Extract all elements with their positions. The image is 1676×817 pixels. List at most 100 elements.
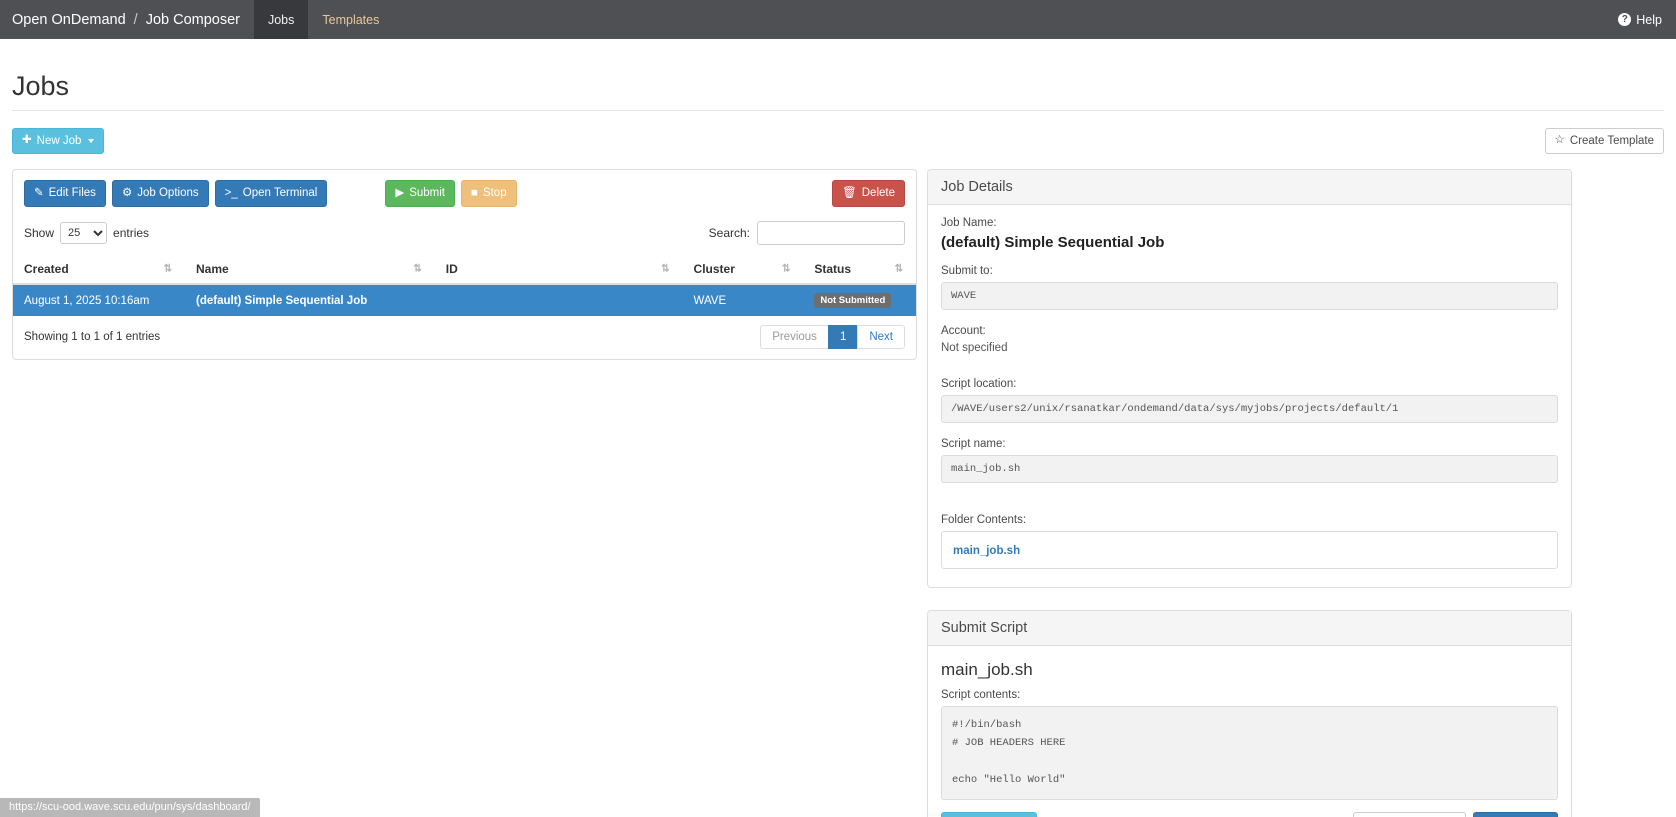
play-icon: ▶ [395, 186, 405, 199]
datatable-footer: Showing 1 to 1 of 1 entries Previous 1 N… [13, 316, 916, 359]
page-length-control: Show 10 25 50 100 entries [24, 221, 149, 244]
jobs-table-header-row: Created ⇅ Name ⇅ ID ⇅ [13, 254, 916, 285]
job-details-panel: Job Details Job Name: (default) Simple S… [927, 169, 1572, 588]
script-file-name: main_job.sh [941, 660, 1033, 679]
browser-status-bar: https://scu-ood.wave.scu.edu/pun/sys/das… [0, 798, 260, 817]
sort-desc-icon: ⇅ [163, 263, 172, 275]
sort-both-icon: ⇅ [781, 263, 790, 275]
navbar-brand[interactable]: Open OnDemand / Job Composer [0, 0, 254, 39]
jobs-table-head: Created ⇅ Name ⇅ ID ⇅ [13, 254, 916, 285]
brand-name: Open OnDemand [12, 11, 126, 28]
script-name-value: main_job.sh [941, 455, 1558, 483]
edit-files-button[interactable]: ✎ Edit Files [24, 180, 106, 207]
column-header-id[interactable]: ID ⇅ [434, 254, 683, 285]
folder-file-link[interactable]: main_job.sh [953, 545, 1021, 557]
page-title: Jobs [12, 71, 1664, 111]
jobs-panel: ✎ Edit Files ⚙ Job Options >_ Open Termi… [12, 169, 917, 361]
open-dir-button[interactable]: 📂 Open Dir [1472, 811, 1558, 817]
pagination-previous[interactable]: Previous [760, 325, 829, 350]
delete-button[interactable]: 🗑 Delete [832, 180, 905, 207]
new-job-label: New Job [36, 134, 82, 147]
submit-script-panel: Submit Script main_job.sh Script content… [927, 610, 1572, 817]
script-location-label: Script location: [941, 378, 1017, 390]
column-label-id: ID [445, 261, 458, 276]
brand-separator: / [133, 11, 138, 28]
tab-templates[interactable]: Templates [322, 12, 380, 27]
job-details-body: Job Name: (default) Simple Sequential Jo… [928, 205, 1571, 587]
table-row[interactable]: August 1, 2025 10:16am (default) Simple … [13, 283, 916, 317]
new-job-button[interactable]: ✚ New Job [12, 127, 105, 155]
tab-jobs[interactable]: Jobs [253, 0, 309, 39]
script-name-label: Script name: [941, 438, 1006, 450]
script-open-terminal-button[interactable]: >_ Open Terminal [1352, 811, 1466, 817]
job-options-label: Job Options [137, 187, 199, 199]
submit-to-label: Submit to: [941, 265, 993, 277]
submit-button[interactable]: ▶ Submit [385, 180, 455, 207]
top-navbar: Open OnDemand / Job Composer Jobs Templa… [0, 0, 1676, 39]
sort-both-icon: ⇅ [413, 263, 421, 275]
app-name: Job Composer [145, 11, 240, 28]
status-badge: Not Submitted [814, 292, 892, 309]
folder-contents-label: Folder Contents: [941, 514, 1027, 526]
navbar-help[interactable]: ? Help [1618, 0, 1676, 39]
column-label-name: Name [196, 261, 229, 276]
pagination-next[interactable]: Next [857, 325, 905, 350]
cell-created: August 1, 2025 10:16am [24, 294, 150, 307]
datatable-controls: Show 10 25 50 100 entries Search: [13, 220, 916, 245]
script-action-row: ✎ Open Editor >_ Open Terminal 📂 Open Di… [941, 811, 1558, 817]
search-label: Search: [708, 225, 750, 240]
show-label: Show [24, 225, 55, 240]
sort-both-icon: ⇅ [894, 263, 903, 275]
column-label-cluster: Cluster [693, 261, 735, 276]
stop-button[interactable]: ■ Stop [460, 180, 517, 207]
datatable-info: Showing 1 to 1 of 1 entries [24, 331, 161, 344]
main-columns: ✎ Edit Files ⚙ Job Options >_ Open Termi… [12, 169, 1664, 817]
cell-name: (default) Simple Sequential Job [196, 294, 368, 307]
edit-square-icon: ✎ [34, 186, 44, 199]
open-terminal-label: Open Terminal [242, 187, 318, 199]
search-control: Search: [708, 220, 905, 245]
job-name-label: Job Name: [941, 217, 997, 229]
pagination: Previous 1 Next [760, 325, 905, 350]
column-label-status: Status [814, 261, 852, 276]
jobs-column: ✎ Edit Files ⚙ Job Options >_ Open Termi… [12, 169, 917, 382]
create-template-label: Create Template [1569, 134, 1654, 147]
open-terminal-button[interactable]: >_ Open Terminal [214, 180, 328, 207]
column-header-status[interactable]: Status ⇅ [803, 254, 916, 285]
jobs-table-body: August 1, 2025 10:16am (default) Simple … [13, 283, 916, 317]
stop-square-icon: ■ [470, 186, 478, 199]
column-header-name[interactable]: Name ⇅ [185, 254, 435, 285]
column-header-cluster[interactable]: Cluster ⇅ [682, 254, 804, 285]
column-header-created[interactable]: Created ⇅ [13, 254, 185, 285]
star-icon: ☆ [1554, 134, 1565, 147]
page-length-select[interactable]: 10 25 50 100 [60, 221, 108, 244]
search-input[interactable] [757, 220, 905, 245]
submit-script-title: Submit Script [928, 611, 1571, 646]
jobs-table: Created ⇅ Name ⇅ ID ⇅ [13, 254, 916, 317]
account-label: Account: [941, 325, 986, 337]
submit-script-body: main_job.sh Script contents: #!/bin/bash… [928, 646, 1571, 817]
cell-status: Not Submitted [803, 284, 916, 317]
stop-label: Stop [482, 187, 507, 199]
details-spacer [941, 498, 1558, 514]
help-label: Help [1636, 12, 1662, 27]
create-template-button[interactable]: ☆ Create Template [1544, 127, 1664, 155]
pagination-page-1[interactable]: 1 [827, 325, 859, 350]
script-contents-label: Script contents: [941, 689, 1021, 701]
question-circle-icon: ? [1618, 13, 1632, 26]
chevron-down-icon [88, 139, 95, 143]
job-details-title: Job Details [928, 170, 1571, 205]
navbar-tabs: Jobs Templates [253, 0, 393, 39]
script-contents-box: #!/bin/bash # JOB HEADERS HERE echo "Hel… [941, 706, 1558, 800]
submit-to-value: WAVE [941, 282, 1558, 310]
open-editor-button[interactable]: ✎ Open Editor [941, 811, 1038, 817]
cell-cluster: WAVE [693, 294, 727, 307]
trash-icon: 🗑 [842, 186, 857, 199]
gear-icon: ⚙ [121, 186, 133, 199]
job-name-value: (default) Simple Sequential Job [941, 234, 1165, 251]
column-label-created: Created [24, 261, 69, 276]
account-value: Not specified [941, 342, 1008, 354]
job-options-button[interactable]: ⚙ Job Options [111, 180, 209, 207]
sort-both-icon: ⇅ [661, 263, 669, 275]
terminal-icon: >_ [224, 186, 238, 199]
